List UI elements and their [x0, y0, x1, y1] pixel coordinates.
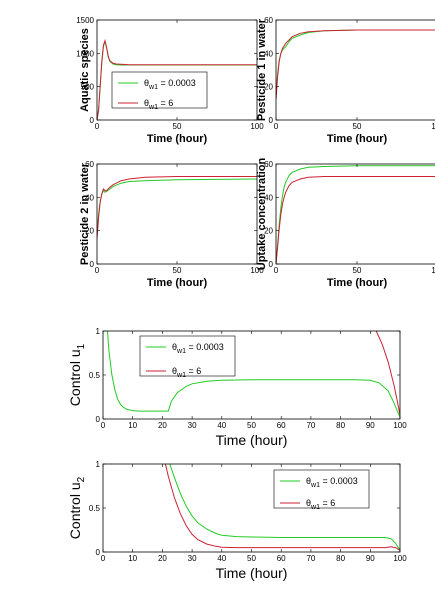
- x-axis-label: Time (hour): [216, 432, 288, 448]
- x-tick-label: 0: [95, 266, 100, 275]
- y-tick-label: 40: [264, 49, 273, 58]
- x-tick-label: 100: [250, 266, 264, 275]
- chart-pest2: 0 50 100 0 20 40 60 Time (hour) Pesticide 2 in w…: [79, 160, 264, 289]
- y-tick-label: 40: [85, 193, 94, 202]
- series-line-pest1-0: [276, 29, 385, 96]
- y-tick-label: 40: [264, 193, 273, 202]
- y-tick-label: 60: [264, 16, 273, 25]
- x-tick-label: 0: [274, 122, 279, 131]
- chart-uptake: 0 50 100 0 20 40 60 Time (hour) Uptake concentra…: [256, 157, 435, 289]
- x-axis-label: Time (hour): [327, 133, 388, 145]
- series-line-u2-1: [164, 464, 400, 551]
- x-tick-label: 60: [277, 421, 286, 430]
- y-tick-label: 0: [96, 415, 101, 424]
- y-tick-label: 0: [269, 260, 274, 269]
- legend-label-0: θw1 = 0.0003: [306, 476, 358, 489]
- x-axis-label: Time (hour): [216, 565, 288, 581]
- x-tick-label: 80: [336, 554, 345, 563]
- series-line-u2-0: [169, 464, 400, 551]
- x-tick-label: 50: [353, 122, 362, 131]
- x-tick-label: 40: [217, 554, 226, 563]
- x-axis-label: Time (hour): [327, 277, 388, 289]
- y-tick-label: 500: [81, 83, 95, 92]
- x-tick-label: 100: [393, 554, 407, 563]
- y-axis-label: Aquatic species: [79, 28, 91, 112]
- x-axis-label: Time (hour): [147, 133, 208, 145]
- x-tick-label: 80: [336, 421, 345, 430]
- series-line-pest2-1: [97, 176, 257, 240]
- y-tick-label: 60: [85, 160, 94, 169]
- x-tick-label: 70: [306, 554, 315, 563]
- y-tick-label: 0.5: [89, 504, 101, 513]
- y-axis-label: Pesticide 2 in water: [79, 162, 91, 265]
- x-tick-label: 100: [431, 266, 435, 275]
- x-tick-label: 100: [431, 122, 435, 131]
- x-tick-label: 20: [158, 554, 167, 563]
- y-tick-label: 20: [264, 227, 273, 236]
- series-line-aquatic-1: [97, 38, 257, 120]
- series-line-u1-0: [107, 331, 400, 418]
- series-line-pest1-1: [276, 29, 435, 101]
- x-tick-label: 40: [217, 421, 226, 430]
- legend-label-1: θw1 = 6: [172, 366, 201, 379]
- x-tick-label: 50: [173, 122, 182, 131]
- y-tick-label: 1500: [76, 16, 94, 25]
- x-tick-label: 70: [306, 421, 315, 430]
- y-tick-label: 0: [90, 116, 95, 125]
- y-tick-label: 0.5: [89, 371, 101, 380]
- x-tick-label: 100: [250, 122, 264, 131]
- x-tick-label: 0: [95, 122, 100, 131]
- legend-label-1: θw1 = 6: [144, 98, 173, 111]
- series-line-uptake-1: [276, 176, 435, 264]
- legend-box: [111, 71, 208, 109]
- chart-pest1: 0 50 100 0 20 40 60 Time (hour) Pesticide 1 in w…: [256, 16, 435, 145]
- legend-label-1: θw1 = 6: [306, 498, 335, 511]
- y-tick-label: 1000: [76, 49, 94, 58]
- legend-box: [273, 469, 370, 509]
- chart-u2: 0 10 20 30 40 50 60 70 80 90 100 0 0.5 1 Time (hour) Co…: [67, 460, 407, 581]
- y-tick-label: 0: [90, 260, 95, 269]
- x-tick-label: 10: [128, 554, 137, 563]
- legend: θw1 = 0.0003 θw1 = 6: [139, 335, 236, 379]
- legend-box: [139, 335, 236, 377]
- y-axis-label: Control u1: [67, 343, 87, 406]
- series-line-u1-1: [375, 331, 400, 415]
- y-tick-label: 1: [96, 327, 101, 336]
- x-tick-label: 20: [158, 421, 167, 430]
- x-axis-label: Time (hour): [147, 277, 208, 289]
- y-tick-label: 20: [264, 83, 273, 92]
- series-line-pest2-0: [97, 178, 257, 235]
- y-tick-label: 1: [96, 460, 101, 469]
- x-tick-label: 0: [274, 266, 279, 275]
- legend: θw1 = 0.0003 θw1 = 6: [273, 469, 370, 511]
- x-tick-label: 30: [188, 421, 197, 430]
- y-tick-label: 60: [264, 160, 273, 169]
- legend-label-0: θw1 = 0.0003: [144, 78, 196, 91]
- x-tick-label: 0: [101, 554, 106, 563]
- y-tick-label: 0: [269, 116, 274, 125]
- legend: θw1 = 0.0003 θw1 = 6: [111, 71, 208, 111]
- y-tick-label: 0: [96, 548, 101, 557]
- x-tick-label: 0: [101, 421, 106, 430]
- x-tick-label: 50: [353, 266, 362, 275]
- x-tick-label: 100: [393, 421, 407, 430]
- y-axis-label: Uptake concentration: [256, 157, 268, 270]
- x-tick-label: 30: [188, 554, 197, 563]
- chart-u1: 0 10 20 30 40 50 60 70 80 90 100 0 0.5 1 Time (hour) Co…: [67, 327, 407, 448]
- y-axis-label: Pesticide 1 in water: [256, 18, 268, 121]
- legend-label-0: θw1 = 0.0003: [172, 342, 224, 355]
- x-tick-label: 90: [366, 421, 375, 430]
- x-tick-label: 50: [173, 266, 182, 275]
- x-tick-label: 50: [247, 421, 256, 430]
- x-tick-label: 10: [128, 421, 137, 430]
- y-axis-label: Control u2: [67, 476, 87, 539]
- y-tick-label: 20: [85, 227, 94, 236]
- x-tick-label: 60: [277, 554, 286, 563]
- series-line-uptake-0: [276, 165, 435, 264]
- x-tick-label: 50: [247, 554, 256, 563]
- x-tick-label: 90: [366, 554, 375, 563]
